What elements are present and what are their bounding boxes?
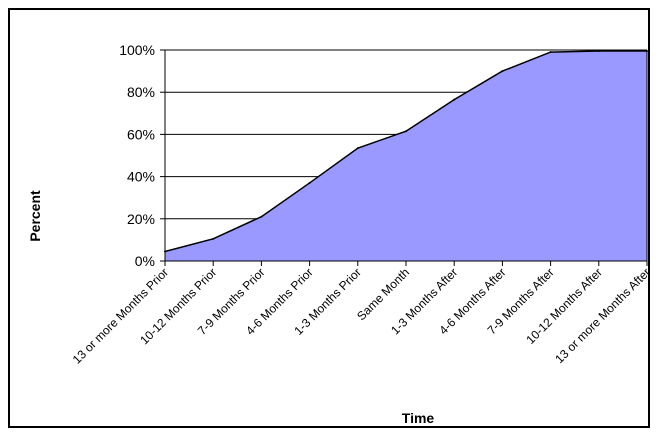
- data-point: [405, 130, 407, 133]
- data-point: [453, 98, 456, 101]
- area-fill: [165, 51, 647, 262]
- y-tick-labels: 0% 20% 40% 60% 80% 100%: [119, 42, 155, 269]
- data-point: [501, 70, 504, 73]
- y-tick-label: 40%: [127, 169, 155, 185]
- y-tick-label: 0%: [135, 253, 155, 269]
- x-axis-title: Time: [402, 410, 435, 426]
- area-series: [164, 50, 648, 262]
- y-tick-label: 20%: [127, 211, 155, 227]
- y-tick-label: 80%: [127, 84, 155, 100]
- data-point: [212, 237, 215, 240]
- y-tick-label: 60%: [127, 126, 155, 142]
- y-tick-label: 100%: [119, 42, 155, 58]
- y-axis-title: Percent: [27, 190, 43, 242]
- data-point: [356, 147, 359, 150]
- data-point: [549, 51, 552, 54]
- x-tick-label: 13 or more Months After: [552, 265, 653, 366]
- data-point: [597, 50, 600, 53]
- data-point: [260, 215, 263, 218]
- axes: [160, 49, 648, 266]
- x-tick-label: 13 or more Months Prior: [70, 265, 171, 366]
- data-point: [308, 181, 311, 184]
